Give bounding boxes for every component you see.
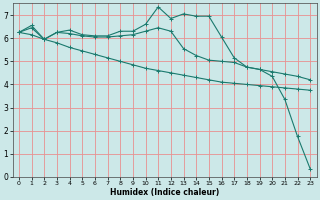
X-axis label: Humidex (Indice chaleur): Humidex (Indice chaleur)	[110, 188, 219, 197]
